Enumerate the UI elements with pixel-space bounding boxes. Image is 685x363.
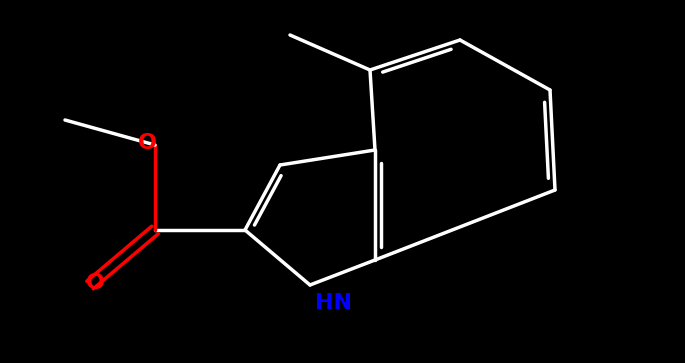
Text: O: O — [86, 273, 105, 293]
Text: HN: HN — [315, 293, 352, 313]
Text: O: O — [138, 133, 156, 153]
